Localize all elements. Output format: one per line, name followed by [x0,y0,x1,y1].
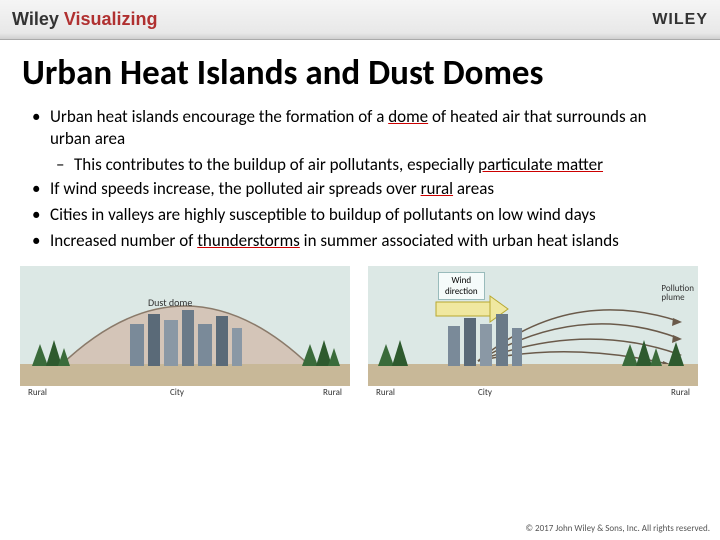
fig2-caption-rural-right: Rural [671,387,690,398]
fig2-caption-city: City [478,387,492,398]
fig1-caption-rural-left: Rural [28,387,47,398]
figure-pollution-plume: Winddirection Pollutionplume [368,266,698,386]
dome-label-text: Dust dome [148,296,192,309]
bullet-3: Cities in valleys are highly susceptible… [30,204,690,226]
brand-visualizing: Visualizing [59,9,158,29]
header-bar: Wiley Visualizing WILEY [0,0,720,40]
bullet-list: Urban heat islands encourage the formati… [30,106,690,252]
page-title: Urban Heat Islands and Dust Domes [0,40,720,102]
wiley-logo: WILEY [652,11,708,29]
wind-direction-label: Winddirection [438,272,485,300]
figure-dust-dome: Dust dome Rural City Rural [20,266,350,386]
pollution-plume-svg [368,266,698,386]
fig1-caption-city: City [170,387,184,398]
brand-block: Wiley Visualizing [12,9,158,30]
bullet-1a: This contributes to the buildup of air p… [30,154,690,176]
content-area: Urban heat islands encourage the formati… [0,102,720,252]
pollution-plume-label: Pollutionplume [661,284,694,304]
fig2-caption-rural-left: Rural [376,387,395,398]
bullet-2: If wind speeds increase, the polluted ai… [30,178,690,200]
underline-rural: rural [421,178,453,199]
dust-dome-svg: Dust dome [20,266,350,386]
copyright-text: © 2017 John Wiley & Sons, Inc. All right… [526,523,711,534]
fig1-caption-rural-right: Rural [323,387,342,398]
bullet-4: Increased number of thunderstorms in sum… [30,230,690,252]
underline-particulate: particulate matter [478,154,603,175]
underline-thunderstorms: thunderstorms [197,230,300,251]
underline-dome: dome [388,106,428,127]
brand-wiley: Wiley [12,9,59,29]
figures-row: Dust dome Rural City Rural Winddirection… [0,256,720,386]
bullet-1: Urban heat islands encourage the formati… [30,106,690,150]
